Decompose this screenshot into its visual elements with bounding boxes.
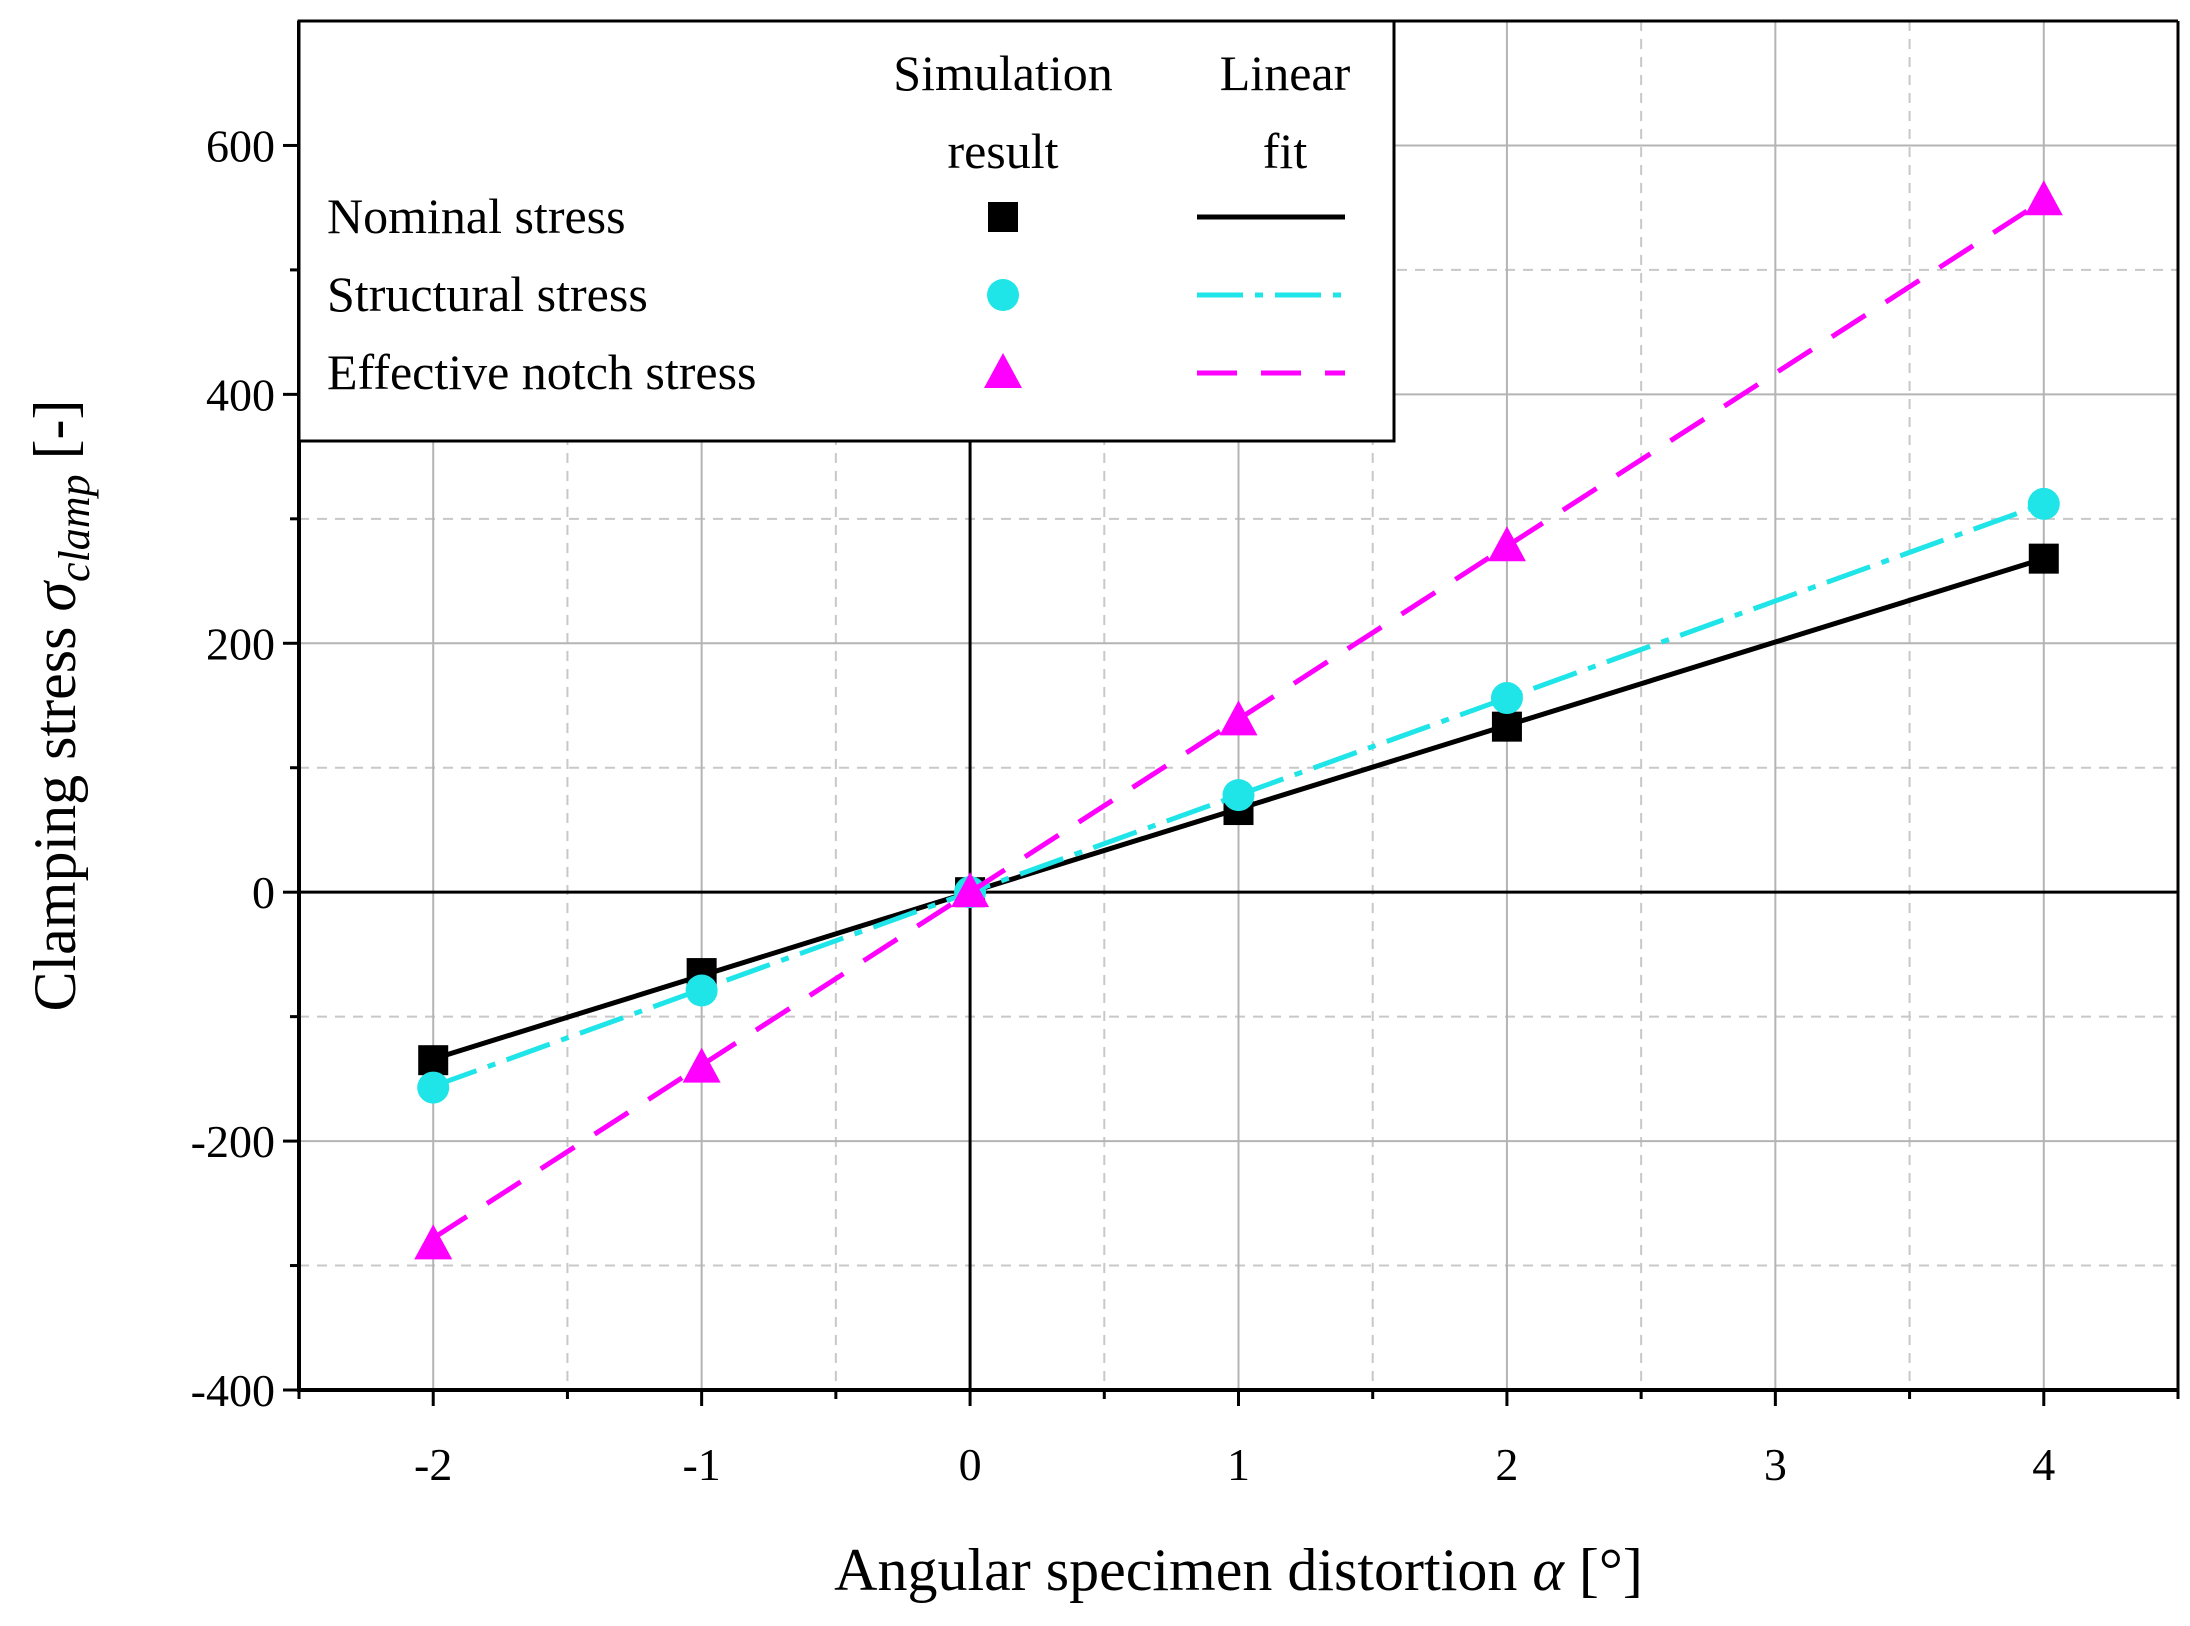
y-tick-label: 600 [206,120,275,171]
legend-rows: Nominal stress Structural stress Effective… [327,188,1345,400]
data-point [1219,700,1258,736]
y-tick-label: 0 [252,867,275,918]
series-layer [414,180,2063,1260]
data-point [2028,543,2059,574]
data-point [2024,180,2063,216]
data-point [417,1071,450,1104]
legend: Simulation result Linear fit Nominal str… [297,19,1396,443]
x-tick-label: 4 [2032,1439,2055,1490]
data-point [2027,487,2060,520]
data-point [418,1045,449,1076]
legend-label: Nominal stress [327,188,626,244]
data-point [685,974,718,1007]
data-point [1487,526,1526,562]
legend-header-simulation: Simulation [893,45,1112,101]
x-axis-title: Angular specimen distortion α [°] [834,1537,1643,1603]
y-axis-title: Clamping stress σclamp [-] [22,399,99,1011]
legend-label: Effective notch stress [327,344,757,400]
data-point [1490,682,1523,715]
legend-marker [988,202,1018,232]
data-point [1222,779,1255,812]
y-tick-label: -400 [191,1365,275,1416]
legend-header-result: result [947,123,1058,179]
x-tick-label: 3 [1764,1439,1787,1490]
legend-header-fit: fit [1263,123,1308,179]
legend-header-linear: Linear [1220,45,1351,101]
legend-marker [987,279,1019,311]
y-tick-label: -200 [191,1116,275,1167]
x-tick-label: 1 [1227,1439,1250,1490]
data-point [414,1224,453,1260]
x-tick-label: -1 [682,1439,720,1490]
x-tick-label: -2 [414,1439,452,1490]
data-point [951,872,990,908]
x-tick-label: 2 [1495,1439,1518,1490]
ticks: -400 -200 0 200 400 600 -2 -1 0 1 2 3 4 [191,120,2180,1490]
legend-marker [984,353,1022,388]
data-point [682,1047,721,1083]
series-effective-notch-stress [414,180,2063,1260]
x-tick-label: 0 [959,1439,982,1490]
fit-line [432,501,2045,1089]
legend-label: Structural stress [327,266,648,322]
y-tick-label: 400 [206,369,275,420]
data-point [1491,711,1522,742]
y-tick-label: 200 [206,618,275,669]
